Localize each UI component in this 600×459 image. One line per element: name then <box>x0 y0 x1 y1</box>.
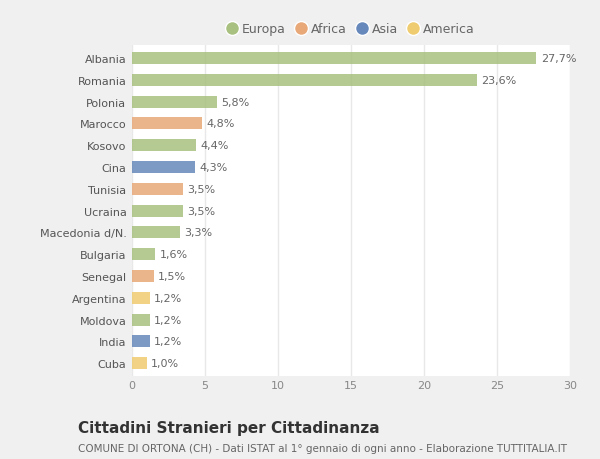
Text: 5,8%: 5,8% <box>221 97 250 107</box>
Text: 1,0%: 1,0% <box>151 358 179 368</box>
Text: 4,8%: 4,8% <box>206 119 235 129</box>
Bar <box>132 270 154 282</box>
Bar <box>132 75 476 87</box>
Bar <box>132 292 149 304</box>
Bar <box>132 96 217 108</box>
Bar <box>132 140 196 152</box>
Text: 4,4%: 4,4% <box>200 141 229 151</box>
Text: 1,2%: 1,2% <box>154 336 182 347</box>
Text: 1,5%: 1,5% <box>158 271 187 281</box>
Text: 1,6%: 1,6% <box>160 250 188 260</box>
Bar <box>132 53 536 65</box>
Text: 3,5%: 3,5% <box>187 185 215 195</box>
Bar <box>132 249 155 261</box>
Text: 1,2%: 1,2% <box>154 293 182 303</box>
Bar <box>132 118 202 130</box>
Bar <box>132 314 149 326</box>
Bar <box>132 162 195 174</box>
Bar <box>132 184 183 196</box>
Text: 27,7%: 27,7% <box>541 54 576 64</box>
Bar <box>132 227 180 239</box>
Text: Cittadini Stranieri per Cittadinanza: Cittadini Stranieri per Cittadinanza <box>78 420 380 435</box>
Bar <box>132 205 183 217</box>
Text: 1,2%: 1,2% <box>154 315 182 325</box>
Text: 23,6%: 23,6% <box>481 76 516 86</box>
Text: 3,5%: 3,5% <box>187 206 215 216</box>
Text: COMUNE DI ORTONA (CH) - Dati ISTAT al 1° gennaio di ogni anno - Elaborazione TUT: COMUNE DI ORTONA (CH) - Dati ISTAT al 1°… <box>78 443 567 453</box>
Text: 3,3%: 3,3% <box>185 228 212 238</box>
Bar <box>132 358 146 369</box>
Text: 4,3%: 4,3% <box>199 162 227 173</box>
Legend: Europa, Africa, Asia, America: Europa, Africa, Asia, America <box>223 19 479 39</box>
Bar <box>132 336 149 347</box>
